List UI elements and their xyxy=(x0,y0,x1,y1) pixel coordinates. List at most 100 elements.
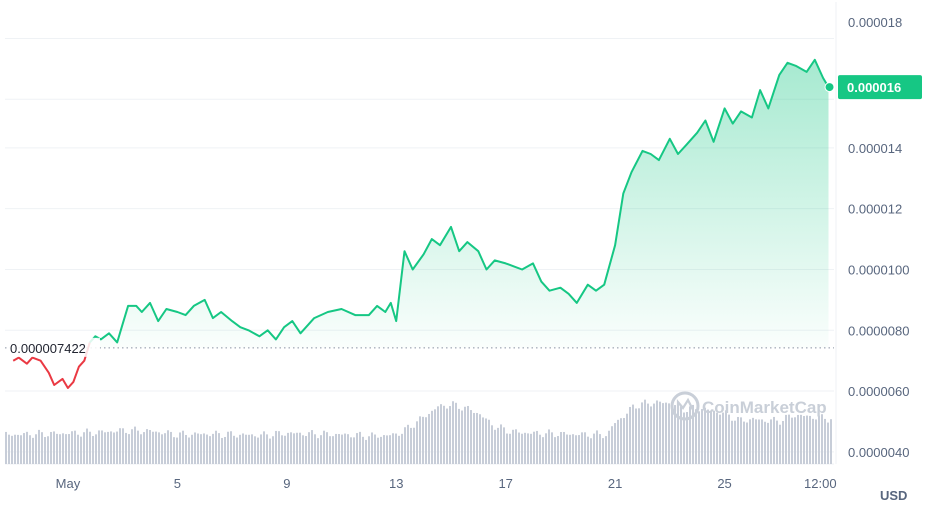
volume-bar xyxy=(197,433,199,464)
x-tick-label: 25 xyxy=(717,476,731,491)
volume-bar xyxy=(311,430,313,464)
volume-bar xyxy=(344,433,346,464)
volume-bar xyxy=(740,417,742,464)
volume-bar xyxy=(431,410,433,464)
volume-bar xyxy=(245,434,247,464)
volume-bar xyxy=(92,435,94,464)
volume-bar xyxy=(794,417,796,464)
volume-bar xyxy=(275,430,277,464)
x-tick-label: 21 xyxy=(608,476,622,491)
current-price-tag xyxy=(838,75,922,100)
volume-bar xyxy=(644,399,646,464)
volume-bar xyxy=(764,421,766,464)
volume-bar xyxy=(86,428,88,464)
volume-bar xyxy=(785,414,787,464)
volume-bar xyxy=(482,417,484,464)
volume-bar xyxy=(146,429,148,464)
volume-bar xyxy=(509,433,511,464)
volume-bar xyxy=(542,437,544,464)
volume-bar xyxy=(479,414,481,464)
volume-bar xyxy=(38,429,40,464)
volume-bar xyxy=(569,434,571,464)
volume-bar xyxy=(266,434,268,464)
volume-bar xyxy=(770,419,772,464)
volume-bar xyxy=(545,433,547,464)
x-tick-label: May xyxy=(56,476,81,491)
volume-bar xyxy=(65,434,67,464)
volume-bar xyxy=(779,424,781,464)
volume-bar xyxy=(731,420,733,464)
volume-bar xyxy=(47,436,49,464)
volume-bar xyxy=(536,430,538,464)
current-price-label: 0.000016 xyxy=(847,80,901,95)
volume-bar xyxy=(788,414,790,464)
volume-bar xyxy=(767,422,769,464)
volume-bar xyxy=(56,433,58,464)
volume-bar xyxy=(719,414,721,464)
volume-bar xyxy=(8,434,10,464)
volume-bar xyxy=(137,430,139,464)
volume-bar xyxy=(305,436,307,464)
volume-bar xyxy=(563,431,565,464)
volume-bar xyxy=(440,404,442,464)
volume-bar xyxy=(446,408,448,464)
volume-bar xyxy=(716,412,718,464)
volume-bar xyxy=(725,410,727,464)
y-tick-label: 0.0000060 xyxy=(848,384,909,399)
y-tick-label: 0.000014 xyxy=(848,141,902,156)
volume-bar xyxy=(272,436,274,464)
volume-bar xyxy=(128,434,130,464)
volume-bar xyxy=(458,408,460,464)
volume-bar xyxy=(578,435,580,464)
watermark: CoinMarketCap xyxy=(670,391,827,421)
volume-bar xyxy=(614,423,616,464)
y-tick-label: 0.000012 xyxy=(848,202,902,217)
volume-bar xyxy=(518,432,520,464)
volume-bar xyxy=(350,437,352,464)
volume-bar xyxy=(287,432,289,464)
volume-bar xyxy=(53,431,55,464)
volume-bar xyxy=(761,419,763,464)
volume-bar xyxy=(455,402,457,464)
volume-bar xyxy=(173,437,175,464)
y-tick-label: 0.0000080 xyxy=(848,323,909,338)
volume-bar xyxy=(74,430,76,464)
volume-bar xyxy=(677,403,679,464)
volume-bar xyxy=(377,437,379,464)
volume-bar xyxy=(14,434,16,464)
volume-bar xyxy=(416,421,418,464)
volume-bar xyxy=(257,437,259,464)
volume-bar xyxy=(698,411,700,464)
reference-line: 0.000007422 xyxy=(5,337,834,357)
volume-bar xyxy=(89,431,91,464)
volume-bar xyxy=(269,438,271,464)
volume-bar xyxy=(179,432,181,464)
volume-bar xyxy=(215,430,217,464)
volume-bar xyxy=(689,406,691,464)
volume-bar xyxy=(17,434,19,464)
y-tick-label: 0.0000100 xyxy=(848,262,909,277)
volume-bar xyxy=(620,418,622,464)
volume-bars xyxy=(5,399,832,464)
volume-bar xyxy=(107,431,109,464)
volume-bar xyxy=(182,430,184,464)
reference-value-label: 0.000007422 xyxy=(10,341,86,356)
volume-bar xyxy=(605,436,607,464)
axes: 0.000018 0.000014 0.000012 0.0000100 0.00000… xyxy=(56,15,922,503)
volume-bar xyxy=(467,405,469,464)
volume-bar xyxy=(752,417,754,464)
volume-bar xyxy=(11,435,13,464)
volume-bar xyxy=(701,409,703,464)
volume-bar xyxy=(83,432,85,464)
volume-bar xyxy=(659,401,661,464)
volume-bar xyxy=(161,434,163,464)
volume-bar xyxy=(41,432,43,464)
volume-bar xyxy=(26,431,28,464)
price-area xyxy=(89,59,829,348)
volume-bar xyxy=(155,431,157,464)
volume-bar xyxy=(824,418,826,464)
volume-bar xyxy=(254,436,256,464)
volume-bar xyxy=(365,439,367,464)
volume-bar xyxy=(248,434,250,464)
